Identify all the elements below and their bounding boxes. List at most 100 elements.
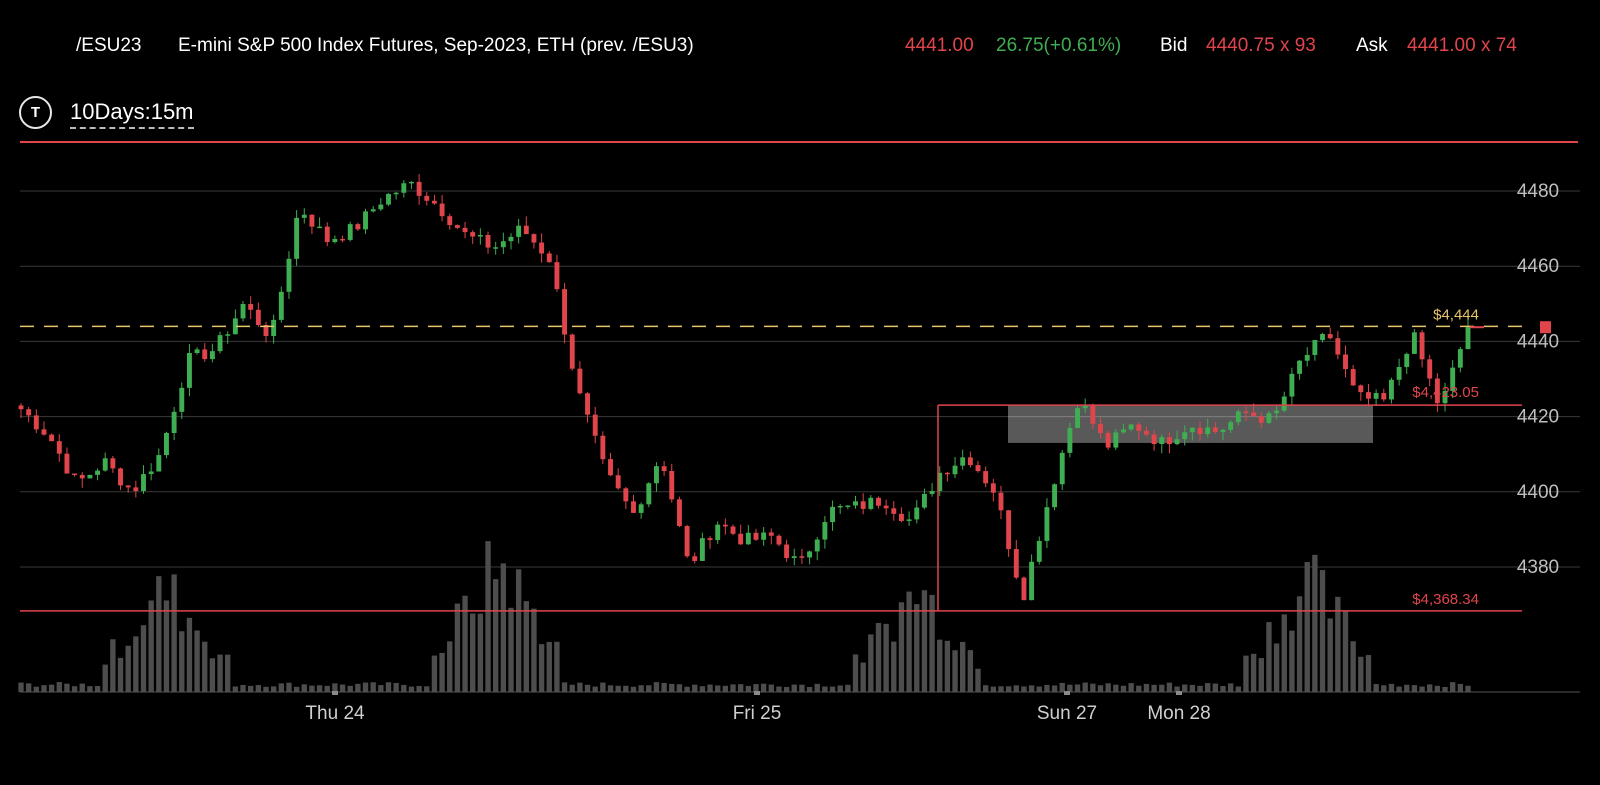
candle-body bbox=[876, 497, 881, 506]
price-chart[interactable]: 4380 4400 4420 4440 4460 4480 $4,444 $4,423.05 $… bbox=[0, 150, 1600, 785]
symbol[interactable]: /ESU23 bbox=[76, 35, 142, 56]
candle-body bbox=[1044, 507, 1050, 541]
volume-bar bbox=[1151, 684, 1157, 692]
volume-bar bbox=[715, 685, 721, 692]
volume-bar bbox=[332, 683, 338, 692]
volume-bar bbox=[1105, 683, 1111, 692]
volume-bar bbox=[1074, 684, 1081, 692]
volume-bar bbox=[1067, 684, 1073, 692]
candle-body bbox=[186, 352, 192, 388]
candle-body bbox=[546, 253, 552, 263]
volume-bar bbox=[538, 644, 545, 692]
volume-bar bbox=[692, 684, 698, 692]
volume-bar bbox=[1404, 684, 1410, 692]
price-level-label: $4,444 bbox=[1433, 306, 1479, 323]
candle-body bbox=[608, 459, 613, 476]
candle-body bbox=[661, 466, 667, 472]
volume-bar bbox=[508, 607, 514, 692]
candle-body bbox=[477, 235, 483, 237]
candle-body bbox=[761, 532, 767, 540]
volume-bar bbox=[1427, 684, 1433, 692]
volume-bar bbox=[171, 574, 177, 692]
volume-bar bbox=[217, 654, 223, 692]
candle-body bbox=[79, 474, 85, 479]
ask-value: 4441.00 x 74 bbox=[1407, 35, 1517, 56]
volume-bar bbox=[1289, 630, 1295, 692]
candle-body bbox=[1243, 411, 1249, 414]
candle-body bbox=[1381, 393, 1387, 400]
y-axis-tick-label: 4460 bbox=[1517, 256, 1559, 277]
volume-bar bbox=[286, 682, 292, 692]
volume-bar bbox=[1258, 658, 1264, 692]
volume-bar bbox=[1212, 683, 1219, 692]
candle-body bbox=[454, 225, 460, 228]
timeframe-icon[interactable]: T bbox=[19, 96, 52, 129]
candle-body bbox=[830, 506, 835, 523]
volume-bar bbox=[125, 645, 131, 692]
candle-body bbox=[1136, 424, 1142, 431]
volume-bar bbox=[362, 682, 369, 692]
candle-body bbox=[531, 234, 537, 243]
candle-body bbox=[516, 225, 522, 237]
candle-body bbox=[684, 526, 690, 557]
volume-bar bbox=[347, 685, 353, 692]
volume-bar bbox=[1319, 570, 1326, 692]
candle-body bbox=[1212, 427, 1218, 432]
candle-body bbox=[676, 499, 682, 527]
volume-bar bbox=[760, 683, 767, 692]
volume-bar bbox=[546, 641, 552, 692]
volume-bar bbox=[64, 683, 70, 692]
volume-bar bbox=[1113, 684, 1119, 692]
candle-body bbox=[983, 471, 989, 484]
volume-bar bbox=[990, 686, 997, 692]
candle-body bbox=[699, 538, 705, 561]
candle-body bbox=[424, 195, 430, 201]
volume-bar bbox=[1013, 685, 1019, 692]
candle-body bbox=[87, 474, 93, 479]
candle-body bbox=[1297, 360, 1303, 374]
candle-body bbox=[898, 513, 904, 521]
candle-body bbox=[1434, 378, 1440, 404]
candle-body bbox=[585, 393, 591, 415]
volume-bar bbox=[378, 685, 384, 692]
candle-body bbox=[125, 485, 131, 488]
volume-bar bbox=[339, 684, 346, 692]
candle-body bbox=[439, 203, 445, 217]
candle-body bbox=[378, 204, 384, 210]
candle-body bbox=[1343, 354, 1348, 370]
candle-body bbox=[921, 493, 927, 508]
candle-body bbox=[1289, 373, 1295, 397]
candle-body bbox=[784, 544, 790, 558]
volume-bar bbox=[822, 686, 828, 692]
volume-bar bbox=[140, 625, 147, 692]
volume-bar bbox=[416, 685, 422, 692]
y-axis-tick-label: 4400 bbox=[1517, 482, 1559, 503]
candle-body bbox=[638, 504, 644, 513]
candle-body bbox=[1067, 427, 1073, 453]
volume-bar bbox=[186, 617, 193, 692]
candle-body bbox=[493, 247, 499, 249]
candle-body bbox=[470, 232, 476, 237]
candle-body bbox=[615, 475, 621, 489]
volume-bar bbox=[1090, 683, 1096, 692]
volume-bar bbox=[929, 594, 935, 692]
candle-body bbox=[1396, 367, 1402, 380]
candle-body bbox=[1105, 433, 1111, 448]
volume-bar bbox=[883, 623, 889, 692]
candle-body bbox=[317, 226, 323, 229]
timeframe-selector[interactable]: 10Days:15m bbox=[70, 98, 194, 129]
candle-body bbox=[1205, 427, 1211, 434]
volume-bar bbox=[1296, 596, 1303, 692]
candle-body bbox=[1366, 392, 1371, 399]
volume-bar bbox=[209, 658, 216, 692]
candle-body bbox=[286, 258, 292, 292]
candle-body bbox=[49, 434, 55, 442]
candle-body bbox=[141, 474, 146, 492]
last-price-marker bbox=[1540, 321, 1551, 334]
volume-bar bbox=[355, 683, 361, 692]
candle-body bbox=[1098, 423, 1103, 434]
volume-bar bbox=[722, 685, 729, 692]
volume-bar bbox=[998, 686, 1004, 692]
candle-body bbox=[967, 457, 973, 466]
volume-bar bbox=[937, 639, 943, 692]
